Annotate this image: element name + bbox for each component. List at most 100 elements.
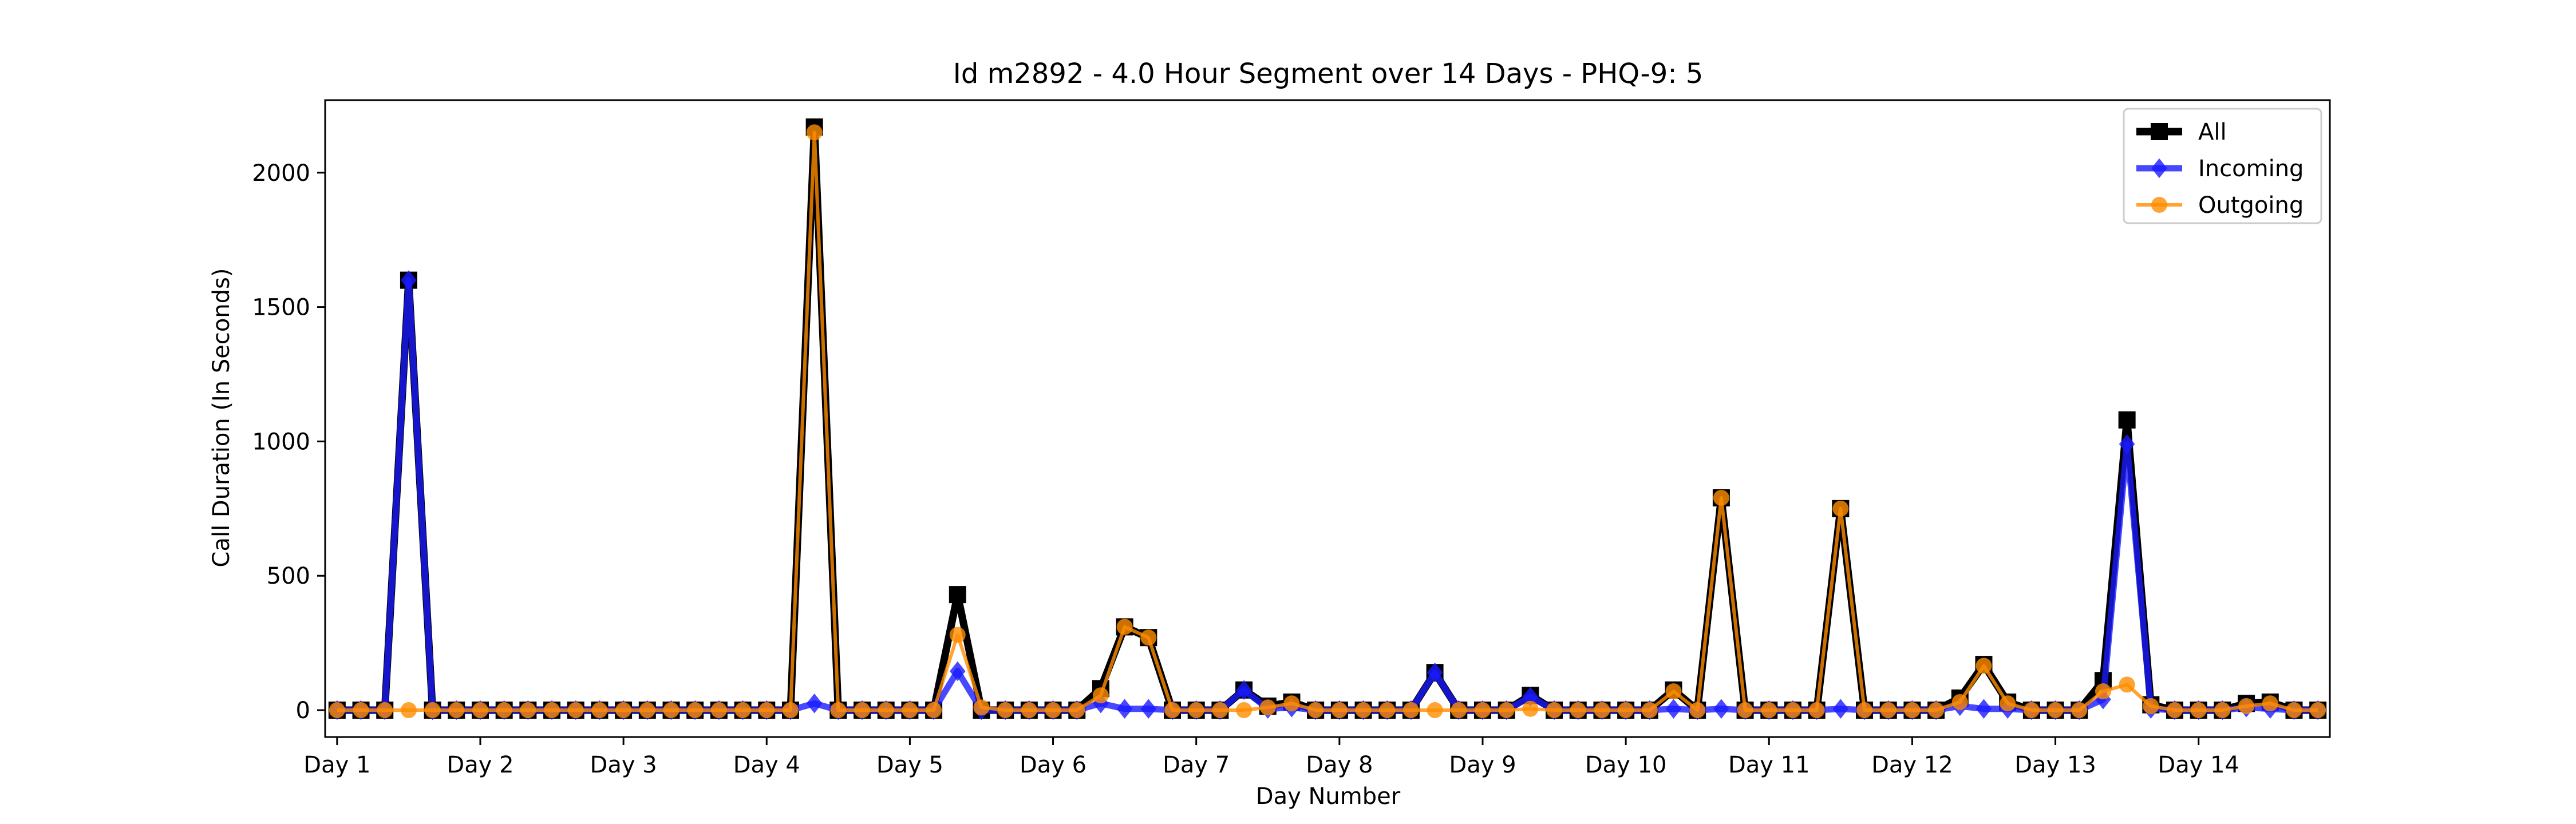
data-point-outgoing: [2071, 702, 2088, 719]
data-point-incoming: [806, 694, 823, 714]
data-point-incoming: [1976, 699, 1992, 719]
plot-area: [324, 99, 2331, 738]
legend-item-incoming: Incoming: [2136, 156, 2304, 182]
plot-frame: [324, 99, 2331, 738]
data-point-outgoing: [615, 702, 632, 719]
legend-marker: [2151, 123, 2168, 140]
x-tick-label: Day 4: [733, 752, 800, 778]
data-point-incoming: [1140, 699, 1157, 719]
data-point-outgoing: [472, 702, 488, 719]
data-point-outgoing: [1761, 702, 1777, 719]
data-point-outgoing: [1713, 490, 1729, 506]
data-point-outgoing: [353, 702, 369, 719]
data-point-incoming: [1427, 663, 1443, 683]
data-point-outgoing: [1331, 702, 1348, 719]
data-point-outgoing: [2023, 702, 2040, 719]
data-point-all: [949, 586, 966, 604]
data-point-outgoing: [1951, 694, 1968, 710]
data-point-outgoing: [1594, 702, 1610, 719]
data-point-outgoing: [1116, 619, 1133, 635]
data-point-incoming: [1832, 699, 1849, 719]
data-point-outgoing: [687, 702, 704, 719]
x-tick-label: Day 3: [590, 752, 657, 778]
x-tick-label: Day 11: [1728, 752, 1810, 778]
data-point-outgoing: [1832, 500, 1849, 517]
data-point-outgoing: [2310, 702, 2326, 719]
data-point-outgoing: [1212, 702, 1228, 719]
series-outgoing: [329, 124, 2326, 719]
data-point-outgoing: [902, 702, 918, 719]
data-point-outgoing: [973, 699, 990, 716]
data-point-outgoing: [1474, 702, 1491, 719]
chart-title: Id m2892 - 4.0 Hour Segment over 14 Days…: [953, 58, 1704, 90]
data-point-outgoing: [2167, 702, 2183, 719]
data-point-outgoing: [1856, 702, 1873, 719]
data-point-outgoing: [1546, 702, 1563, 719]
data-point-outgoing: [1021, 702, 1037, 719]
data-point-outgoing: [734, 702, 751, 719]
data-point-incoming: [949, 661, 966, 682]
legend-label: Incoming: [2198, 156, 2304, 182]
data-point-outgoing: [2286, 702, 2302, 719]
y-axis-ticks: 0 500 1000 1500 2000: [252, 160, 325, 724]
data-point-outgoing: [1641, 702, 1658, 719]
legend-box: [2123, 108, 2322, 224]
data-point-outgoing: [1784, 702, 1801, 719]
x-tick-label: Day 13: [2014, 752, 2096, 778]
data-point-incoming: [1665, 699, 1682, 719]
data-point-outgoing: [2095, 683, 2111, 700]
data-point-incoming: [1116, 699, 1133, 719]
x-tick-label: Day 8: [1306, 752, 1373, 778]
data-point-outgoing: [567, 702, 584, 719]
data-point-outgoing: [1498, 702, 1515, 719]
data-point-outgoing: [2262, 695, 2278, 712]
series-line-outgoing: [337, 130, 2318, 712]
data-point-outgoing: [782, 702, 799, 719]
data-point-outgoing: [1618, 702, 1634, 719]
x-tick-label: Day 6: [1020, 752, 1086, 778]
y-tick-label: 0: [296, 698, 310, 724]
data-point-outgoing: [710, 702, 727, 719]
data-point-outgoing: [1236, 702, 1253, 719]
data-point-outgoing: [2047, 702, 2064, 719]
data-point-outgoing: [2190, 702, 2207, 719]
data-point-outgoing: [591, 702, 608, 719]
data-point-outgoing: [1164, 702, 1181, 719]
y-tick-label: 1000: [252, 429, 310, 455]
data-point-outgoing: [2214, 702, 2231, 719]
x-tick-label: Day 10: [1585, 752, 1667, 778]
series-all: [328, 118, 2327, 719]
data-point-outgoing: [1665, 683, 1682, 700]
data-point-outgoing: [544, 702, 560, 719]
series-incoming: [329, 270, 2326, 720]
data-point-outgoing: [1188, 702, 1204, 719]
data-point-incoming: [1236, 680, 1252, 700]
data-point-outgoing: [448, 702, 465, 719]
data-point-outgoing: [1069, 702, 1085, 719]
y-tick-label: 1500: [252, 295, 310, 321]
legend-item-outgoing: Outgoing: [2136, 192, 2304, 219]
x-tick-label: Day 12: [1871, 752, 1953, 778]
data-point-outgoing: [997, 702, 1014, 719]
legend: All Incoming Outgoing: [2123, 108, 2322, 224]
data-point-outgoing: [2000, 695, 2016, 712]
data-point-outgoing: [806, 124, 823, 141]
data-point-outgoing: [1379, 702, 1396, 719]
x-tick-label: Day 5: [876, 752, 943, 778]
data-point-outgoing: [1402, 702, 1419, 719]
data-point-outgoing: [329, 702, 345, 719]
data-point-incoming: [1713, 699, 1729, 719]
data-point-outgoing: [1904, 702, 1921, 719]
legend-item-all: All: [2136, 119, 2227, 145]
x-tick-label: Day 14: [2158, 752, 2239, 778]
data-point-outgoing: [520, 702, 536, 719]
x-axis-title: Day Number: [1256, 783, 1401, 810]
series-line-incoming: [337, 277, 2318, 714]
data-point-outgoing: [2238, 698, 2255, 714]
data-point-outgoing: [1451, 702, 1467, 719]
data-point-outgoing: [926, 702, 942, 719]
x-axis-ticks: Day 1 Day 2 Day 3 Day 4 Day 5 Day 6 Day 7 Day 8…: [303, 737, 2239, 778]
x-tick-label: Day 9: [1449, 752, 1516, 778]
data-point-outgoing: [400, 702, 417, 719]
series-line-all: [337, 123, 2318, 714]
